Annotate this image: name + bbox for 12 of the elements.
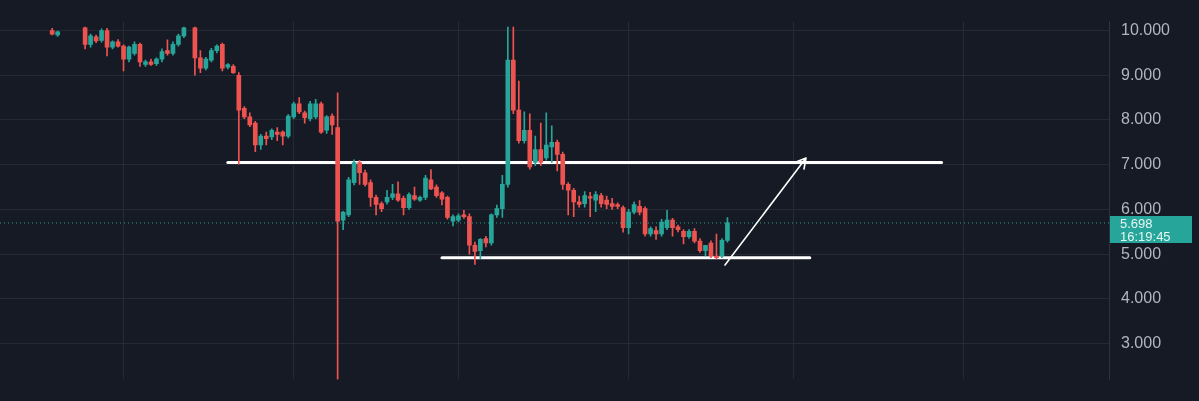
- y-tick-label: 10.000: [1121, 20, 1171, 38]
- y-tick-label: 5.000: [1121, 244, 1162, 262]
- candlestick: [587, 192, 593, 217]
- y-tick-label: 6.000: [1121, 199, 1162, 217]
- y-tick-label: 3.000: [1121, 334, 1162, 352]
- ref-line-label: 5.698: [1120, 215, 1153, 231]
- y-tick-label: 8.000: [1121, 110, 1162, 128]
- text: 16:19:45: [1120, 228, 1171, 244]
- y-tick-label: 7.000: [1121, 155, 1162, 173]
- y-tick-label: 4.000: [1121, 289, 1162, 307]
- candlestick: [576, 195, 582, 208]
- y-tick-label: 9.000: [1121, 65, 1162, 83]
